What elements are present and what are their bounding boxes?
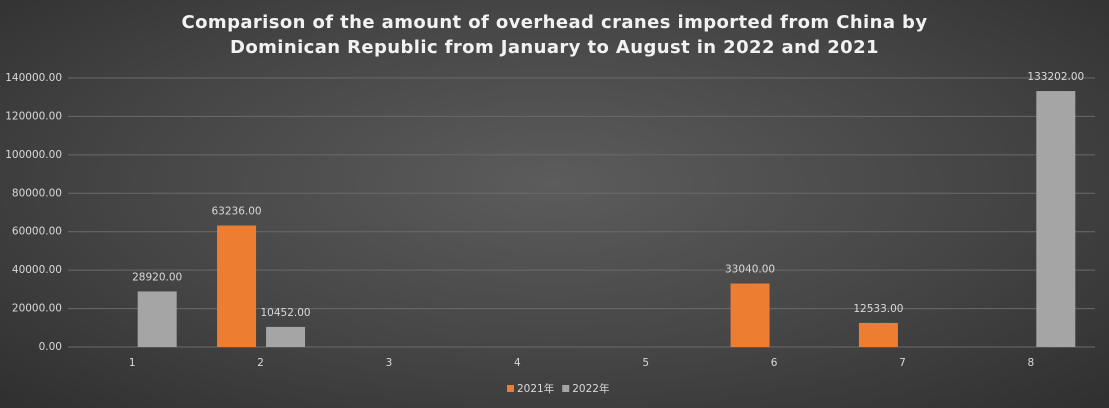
data-label: 28920.00	[132, 271, 182, 283]
x-tick-label: 1	[129, 357, 136, 369]
y-tick-label: 80000.00	[12, 187, 62, 199]
x-tick-label: 6	[771, 357, 778, 369]
bar	[858, 322, 898, 347]
legend-swatch	[562, 385, 570, 392]
bar	[266, 326, 306, 347]
y-tick-label: 0.00	[39, 341, 62, 353]
y-tick-label: 140000.00	[5, 72, 62, 84]
x-tick-label: 8	[1027, 357, 1034, 369]
data-label: 33040.00	[725, 264, 775, 276]
data-label: 12533.00	[853, 303, 903, 315]
x-tick-label: 7	[899, 357, 906, 369]
legend-label: 2021年	[517, 382, 554, 395]
x-tick-label: 5	[642, 357, 649, 369]
data-label: 63236.00	[212, 205, 262, 217]
y-tick-label: 40000.00	[12, 264, 62, 276]
legend-label: 2022年	[572, 382, 609, 395]
data-label: 133202.00	[1027, 71, 1084, 83]
y-tick-label: 100000.00	[5, 149, 62, 161]
bar	[1036, 91, 1076, 347]
bar	[217, 225, 257, 347]
y-tick-label: 120000.00	[5, 110, 62, 122]
y-tick-label: 20000.00	[12, 303, 62, 315]
bar	[137, 291, 177, 347]
legend-swatch	[507, 385, 514, 392]
chart-title: Comparison of the amount of overhead cra…	[181, 12, 928, 58]
x-tick-label: 3	[386, 357, 393, 369]
data-label: 10452.00	[261, 307, 311, 319]
x-tick-label: 2	[257, 357, 264, 369]
bar	[730, 283, 770, 347]
x-tick-label: 4	[514, 357, 521, 369]
y-tick-label: 60000.00	[12, 226, 62, 238]
